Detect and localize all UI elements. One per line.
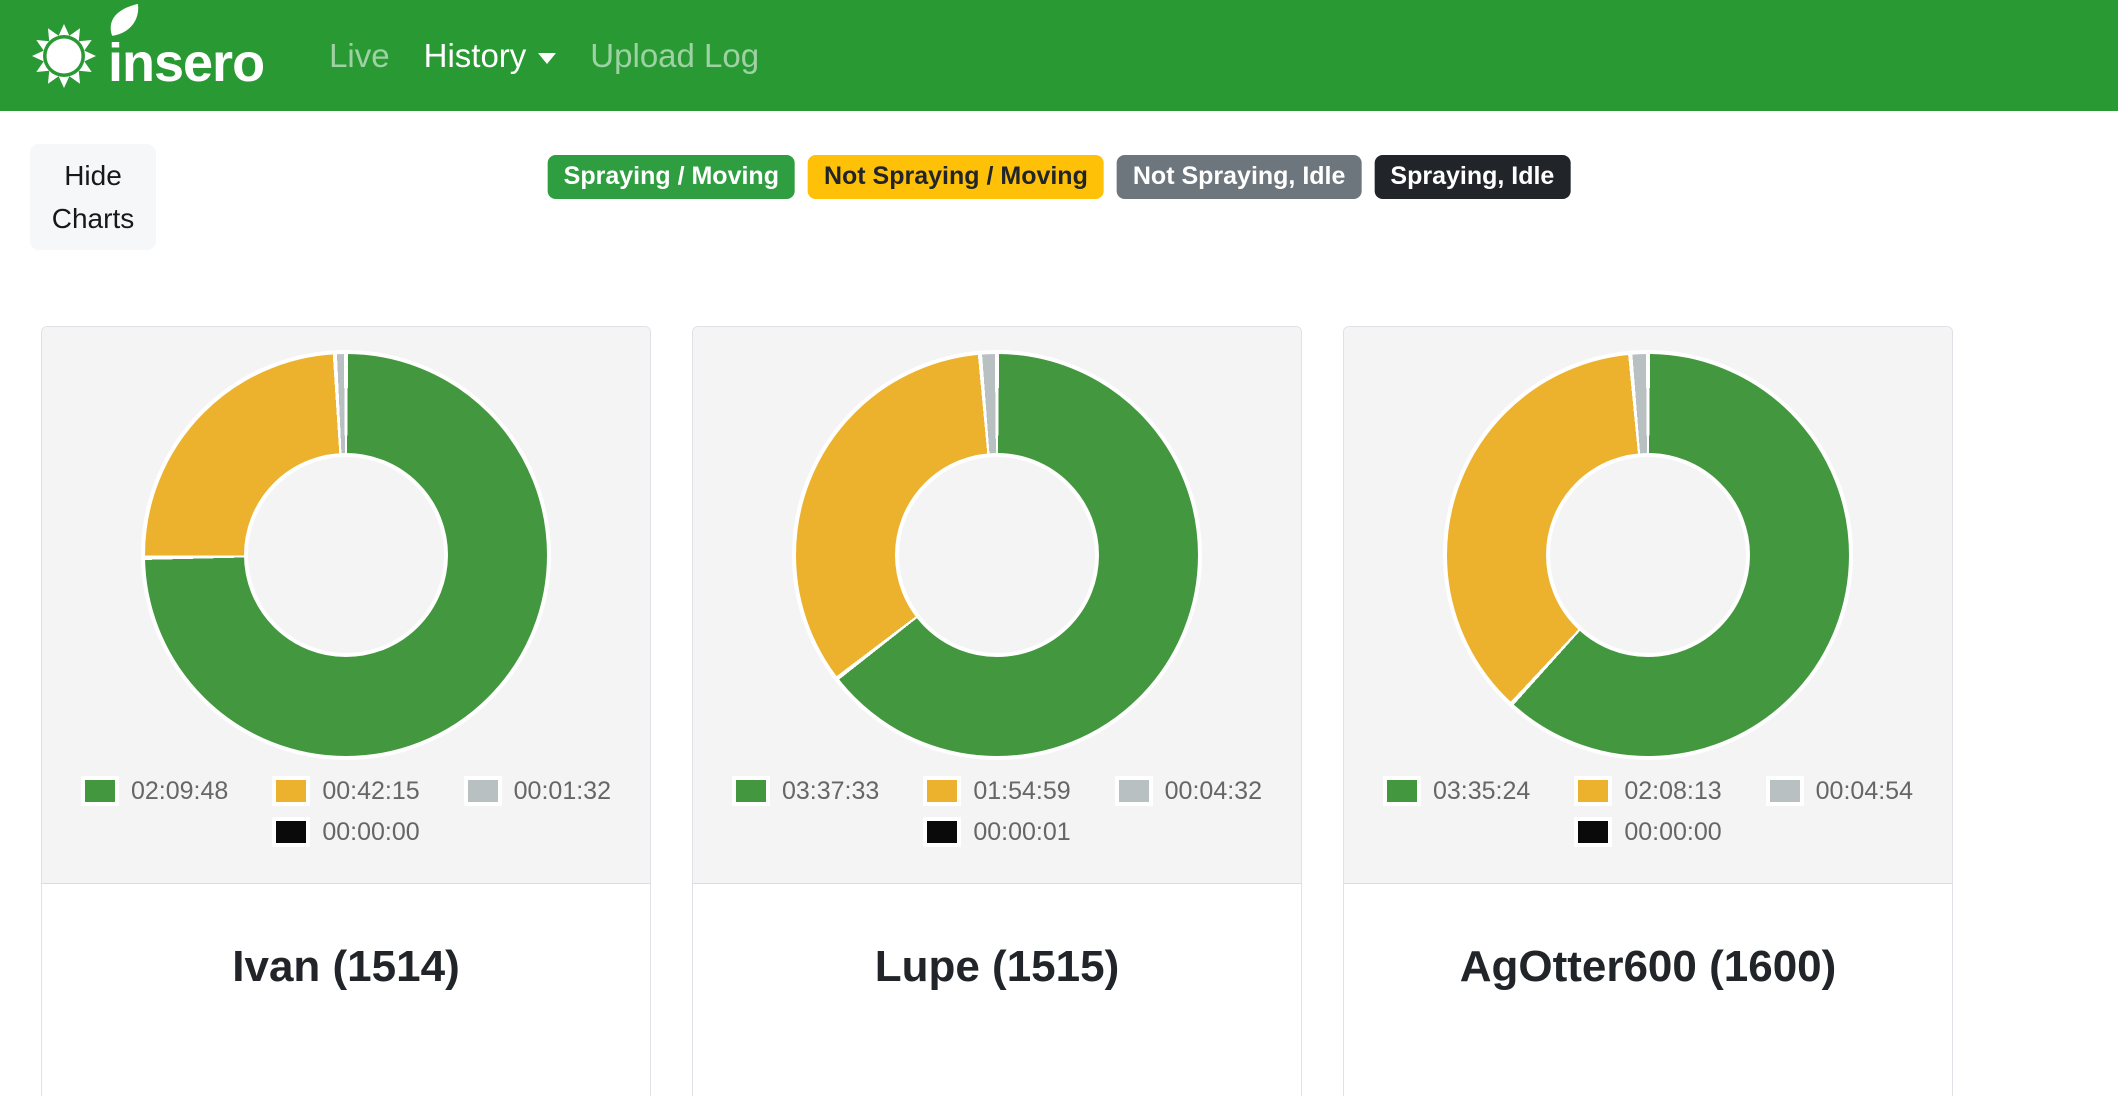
legend-swatch-yellow — [923, 776, 962, 806]
nav-item-live-label: Live — [329, 36, 390, 74]
legend-swatch-black — [1574, 817, 1613, 847]
legend-row: 02:09:48 00:42:15 00:01:32 — [42, 776, 650, 806]
legend-row: 00:00:00 — [42, 817, 650, 847]
legend-item-spraying-idle[interactable]: 00:00:01 — [923, 817, 1071, 847]
legend-swatch-gray — [1114, 776, 1153, 806]
chart-section: 03:35:24 02:08:13 00:04:54 00:00:00 — [1344, 327, 1952, 884]
nav-items: Live History Upload Log — [312, 37, 776, 75]
legend-value: 00:42:15 — [322, 776, 420, 805]
legend-swatch-green — [81, 776, 119, 806]
chart-legend: 03:35:24 02:08:13 00:04:54 00:00:00 — [1344, 776, 1952, 847]
brand-wordmark: insero — [108, 3, 265, 93]
donut-hole — [1546, 453, 1750, 657]
legend-item-not-spraying-idle[interactable]: 00:04:32 — [1114, 776, 1262, 806]
donut-hole — [244, 453, 448, 657]
badge-not-spraying-idle: Not Spraying, Idle — [1116, 155, 1362, 199]
brand-logo[interactable]: insero — [30, 3, 265, 93]
toolbar: Hide Charts Spraying / Moving Not Sprayi… — [0, 111, 2118, 326]
legend-item-spraying-idle[interactable]: 00:00:00 — [272, 817, 420, 847]
legend-value: 01:54:59 — [973, 776, 1071, 805]
legend-value: 03:37:33 — [782, 776, 880, 805]
legend-value: 00:00:00 — [322, 817, 420, 846]
legend-swatch-gray — [1765, 776, 1804, 806]
legend-value: 00:01:32 — [513, 776, 611, 805]
donut-chart-lupe[interactable] — [792, 350, 1202, 760]
legend-item-not-spraying-moving[interactable]: 01:54:59 — [923, 776, 1071, 806]
legend-item-spraying-moving[interactable]: 03:37:33 — [732, 776, 879, 806]
legend-swatch-green — [732, 776, 770, 806]
legend-item-not-spraying-idle[interactable]: 00:04:54 — [1765, 776, 1913, 806]
sun-icon — [32, 23, 96, 88]
hide-charts-button[interactable]: Hide Charts — [30, 144, 156, 250]
badge-not-spraying-moving: Not Spraying / Moving — [807, 155, 1104, 199]
card-title-section: Lupe (1515) — [693, 884, 1301, 992]
legend-item-spraying-idle[interactable]: 00:00:00 — [1574, 817, 1722, 847]
legend-swatch-yellow — [1574, 776, 1613, 806]
chart-section: 03:37:33 01:54:59 00:04:32 00:00:01 — [693, 327, 1301, 884]
vehicle-card-ivan: 02:09:48 00:42:15 00:01:32 00:00:00 — [41, 326, 651, 1096]
legend-item-spraying-moving[interactable]: 03:35:24 — [1383, 776, 1530, 806]
vehicle-title: AgOtter600 (1600) — [1459, 942, 1837, 991]
leaf-icon — [110, 3, 139, 36]
chart-legend: 02:09:48 00:42:15 00:01:32 00:00:00 — [42, 776, 650, 847]
nav-item-history[interactable]: History — [407, 37, 574, 75]
chevron-down-icon — [538, 52, 557, 64]
nav-item-live[interactable]: Live — [312, 37, 407, 75]
legend-row: 03:35:24 02:08:13 00:04:54 — [1344, 776, 1952, 806]
donut-chart-agotter600[interactable] — [1443, 350, 1853, 760]
badge-spraying-idle: Spraying, Idle — [1374, 155, 1571, 199]
chart-section: 02:09:48 00:42:15 00:01:32 00:00:00 — [42, 327, 650, 884]
legend-value: 00:00:01 — [973, 817, 1071, 846]
legend-swatch-green — [1383, 776, 1421, 806]
legend-item-not-spraying-idle[interactable]: 00:01:32 — [463, 776, 611, 806]
legend-value: 03:35:24 — [1433, 776, 1531, 805]
badge-spraying-moving: Spraying / Moving — [547, 155, 795, 199]
legend-item-spraying-moving[interactable]: 02:09:48 — [81, 776, 228, 806]
vehicle-title: Ivan (1514) — [232, 942, 460, 991]
legend-item-not-spraying-moving[interactable]: 00:42:15 — [272, 776, 420, 806]
vehicle-card-lupe: 03:37:33 01:54:59 00:04:32 00:00:01 — [692, 326, 1302, 1096]
brand-text: insero — [108, 32, 265, 93]
legend-row: 03:37:33 01:54:59 00:04:32 — [693, 776, 1301, 806]
legend-value: 00:04:32 — [1164, 776, 1262, 805]
vehicle-title: Lupe (1515) — [874, 942, 1120, 991]
legend-value: 02:09:48 — [131, 776, 229, 805]
donut-chart-ivan[interactable] — [141, 350, 551, 760]
legend-swatch-black — [272, 817, 311, 847]
charts-grid: 02:09:48 00:42:15 00:01:32 00:00:00 — [0, 326, 2118, 1096]
legend-swatch-yellow — [272, 776, 311, 806]
nav-item-upload-log-label: Upload Log — [590, 36, 760, 74]
card-title-section: Ivan (1514) — [42, 884, 650, 992]
nav-item-history-label: History — [423, 36, 527, 74]
nav-item-upload-log[interactable]: Upload Log — [573, 37, 776, 75]
navbar: insero Live History Upload Log — [0, 0, 2118, 111]
legend-swatch-black — [923, 817, 962, 847]
legend-value: 00:00:00 — [1624, 817, 1722, 846]
legend-value: 00:04:54 — [1815, 776, 1913, 805]
vehicle-card-agotter600: 03:35:24 02:08:13 00:04:54 00:00:00 — [1343, 326, 1953, 1096]
legend-row: 00:00:01 — [693, 817, 1301, 847]
donut-hole — [895, 453, 1099, 657]
chart-legend: 03:37:33 01:54:59 00:04:32 00:00:01 — [693, 776, 1301, 847]
legend-swatch-gray — [463, 776, 502, 806]
legend-value: 02:08:13 — [1624, 776, 1722, 805]
legend-item-not-spraying-moving[interactable]: 02:08:13 — [1574, 776, 1722, 806]
card-title-section: AgOtter600 (1600) — [1344, 884, 1952, 992]
status-legend: Spraying / Moving Not Spraying / Moving … — [547, 155, 1571, 199]
legend-row: 00:00:00 — [1344, 817, 1952, 847]
